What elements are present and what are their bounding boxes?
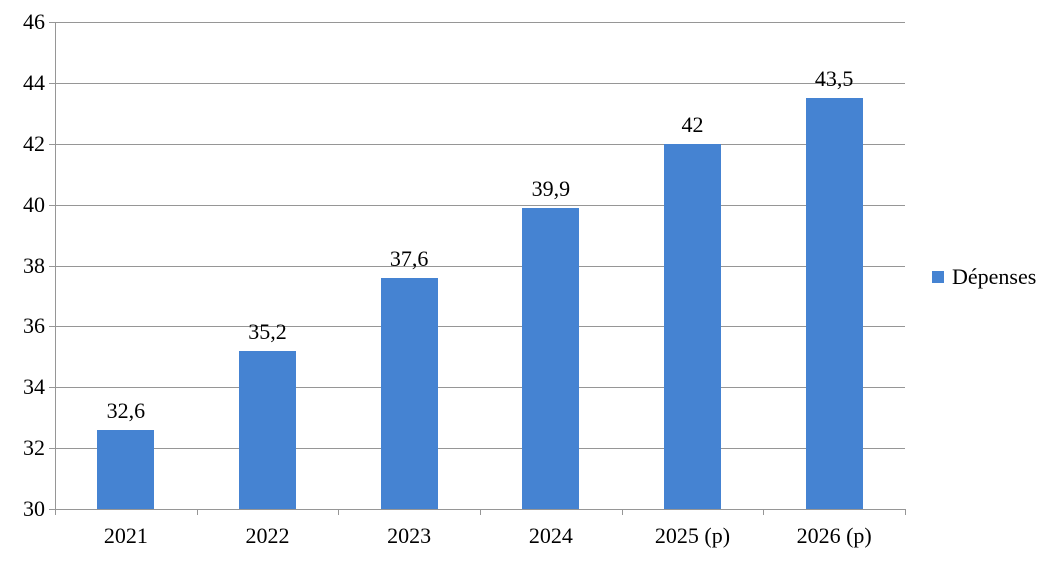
bar-2022 [239,350,296,509]
x-tick-1 [196,509,198,515]
x-tick-label-2023: 2023 [387,523,432,548]
legend: Dépenses [932,266,1036,288]
x-tick-3 [480,509,481,515]
legend-series-label: Dépenses [952,264,1037,289]
y-tick-44 [49,82,55,84]
plot-area [55,22,905,510]
bar-value-label-2026 (p): 43,5 [814,66,854,92]
x-tick-label-2026 (p): 2026 (p) [796,523,872,548]
gridline-y-36 [55,326,905,328]
y-tick-38 [49,265,55,267]
y-tick-label-46: 46 [23,9,45,34]
x-tick-label-2025 (p): 2025 (p) [654,523,731,548]
legend-color-swatch [932,271,944,283]
y-tick-34 [49,387,55,389]
y-tick-32 [49,448,55,450]
bar-2026 (p) [805,98,863,509]
y-axis-line [55,22,56,510]
bar-value-label-2023: 37,6 [389,245,429,271]
x-tick-0 [55,509,56,515]
x-tick-4 [621,509,623,515]
y-tick-label-32: 32 [23,435,45,461]
y-tick-label-40: 40 [23,191,45,217]
bar-2023 [380,277,438,509]
y-tick-label-36: 36 [23,313,45,339]
x-tick-5 [763,509,765,515]
y-tick-36 [49,326,55,328]
y-tick-label-38: 38 [23,252,45,278]
y-tick-42 [49,143,55,145]
bar-value-label-2025 (p): 42 [681,111,704,137]
gridline-y-34 [55,387,905,389]
bar-value-label-2024: 39,9 [531,175,571,201]
gridline-y-40 [55,204,905,206]
x-tick-6 [905,509,906,515]
bar-2024 [522,207,580,509]
y-tick-label-44: 44 [23,69,45,95]
y-tick-30 [49,509,55,510]
bar-value-label-2021: 32,6 [106,397,146,423]
y-tick-label-30: 30 [23,496,45,521]
y-tick-46 [49,22,55,23]
gridline-y-38 [55,265,905,267]
x-tick-label-2021: 2021 [103,523,148,548]
bar-2021 [97,429,155,509]
gridline-y-44 [55,82,905,84]
gridline-y-46 [55,22,905,23]
y-tick-label-42: 42 [23,130,45,156]
y-tick-label-34: 34 [23,374,45,400]
bar-2025 (p) [664,143,721,509]
x-tick-2 [338,509,340,515]
gridline-y-42 [55,143,905,145]
gridline-y-32 [55,448,905,450]
y-tick-40 [49,204,55,206]
bar-value-label-2022: 35,2 [248,318,287,344]
x-tick-label-2022: 2022 [245,523,290,548]
x-tick-label-2024: 2024 [528,523,573,548]
